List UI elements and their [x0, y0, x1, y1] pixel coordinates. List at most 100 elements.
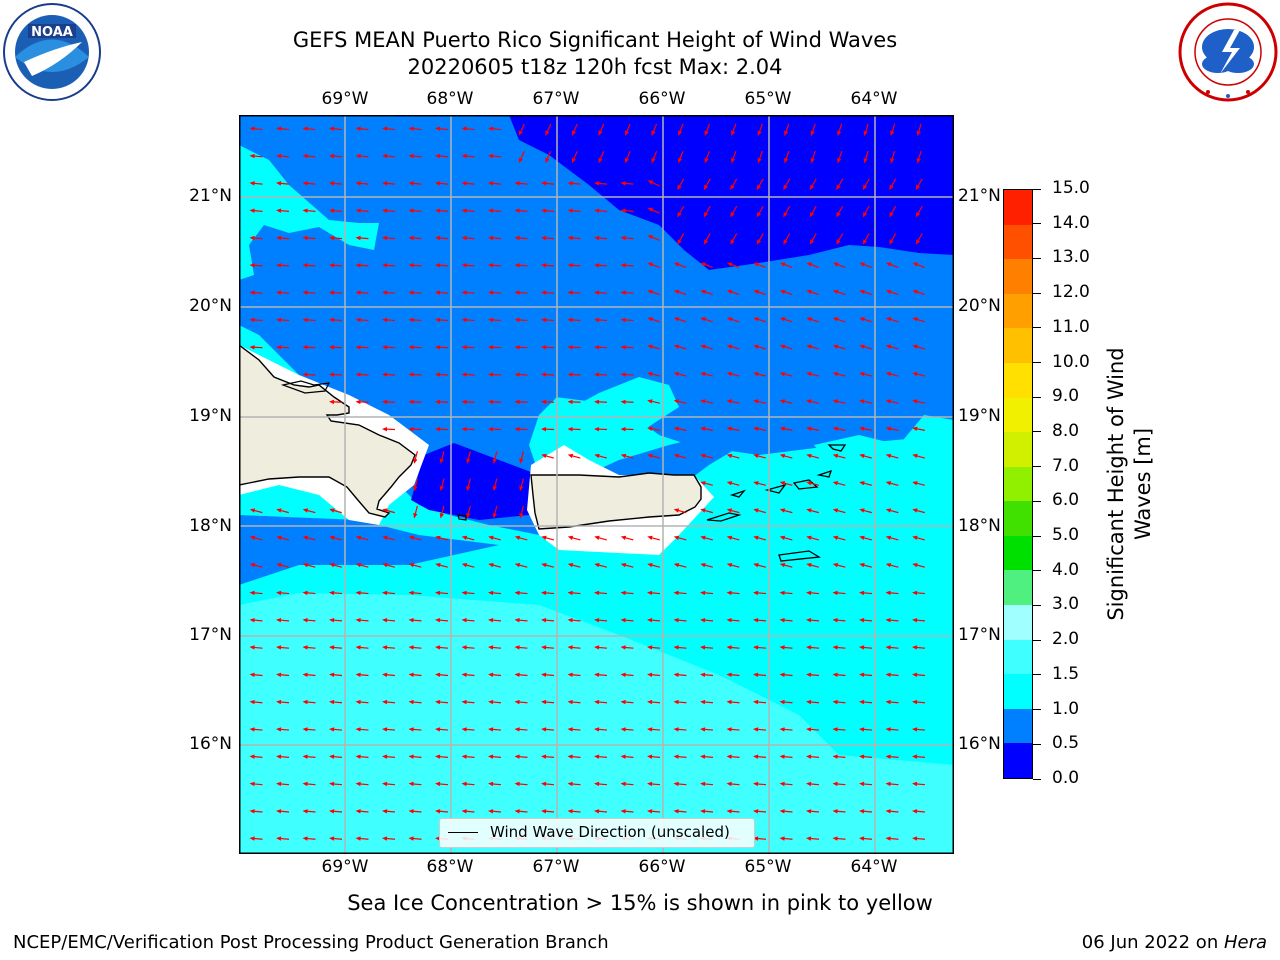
wave-direction-arrowhead: [567, 208, 573, 213]
wave-direction-arrowhead: [726, 590, 732, 596]
wave-direction-arrowhead: [276, 535, 282, 540]
wave-direction-arrowhead: [519, 485, 524, 492]
wave-direction-arrowhead: [541, 590, 547, 596]
wave-direction-arrowhead: [541, 399, 547, 405]
wave-direction-arrowhead: [912, 563, 918, 568]
lat-label-right: 21°N: [958, 186, 1001, 206]
map-title-line1: GEFS MEAN Puerto Rico Significant Height…: [292, 28, 898, 52]
colorbar-band: [1004, 500, 1032, 536]
wave-direction-arrowhead: [567, 427, 573, 432]
wave-direction-arrowhead: [435, 727, 441, 732]
wave-direction-arrowhead: [329, 699, 335, 705]
wave-direction-arrowhead: [912, 317, 918, 322]
wave-direction-arrowhead: [439, 485, 444, 492]
wave-direction-arrowhead: [859, 645, 865, 650]
wave-field-cyan: [239, 415, 954, 765]
wave-direction-arrowhead: [753, 617, 759, 623]
colorbar-band: [1004, 638, 1032, 675]
wave-direction-arrowhead: [726, 344, 733, 349]
wave-direction-arrowhead: [859, 453, 865, 459]
wave-direction-arrowhead: [757, 157, 762, 164]
wave-direction-arrowhead: [784, 130, 789, 137]
colorbar-tick-mark: [1033, 639, 1041, 641]
wave-direction-arrowhead: [514, 535, 521, 540]
wave-direction-arrowhead: [859, 836, 865, 841]
wave-direction-arrowhead: [567, 345, 573, 350]
colorbar-tick-mark: [1033, 466, 1041, 468]
wave-direction-arrowhead: [514, 645, 520, 650]
wave-direction-arrowhead: [514, 345, 520, 350]
wave-direction-arrowhead: [329, 317, 335, 323]
ice-note: Sea Ice Concentration > 15% is shown in …: [347, 891, 933, 915]
wave-direction-arrowhead: [355, 617, 361, 623]
wave-direction-arrowhead: [435, 836, 441, 841]
wave-direction-arrowhead: [435, 181, 441, 186]
lon-label-bottom: 67°W: [532, 857, 580, 877]
wave-direction-arrowhead: [832, 317, 839, 322]
colorbar-tick-mark: [1033, 257, 1041, 259]
wave-direction-arrowhead: [620, 208, 626, 213]
wave-direction-arrowhead: [753, 699, 759, 705]
colorbar-tick-label: 1.5: [1052, 663, 1080, 684]
wave-direction-arrowhead: [276, 754, 282, 759]
wave-direction-arrowhead: [492, 485, 497, 492]
wave-direction-arrowhead: [382, 427, 388, 432]
wave-direction-arrowhead: [488, 235, 494, 241]
lat-label-left: 20°N: [189, 296, 232, 316]
wave-direction-arrowhead: [408, 181, 414, 186]
wave-direction-arrowhead: [859, 809, 865, 814]
colorbar-tick-mark: [1033, 604, 1041, 606]
wave-direction-arrowhead: [832, 426, 838, 431]
wave-direction-arrowhead: [567, 235, 573, 241]
wave-direction-arrowhead: [620, 617, 626, 623]
wave-direction-arrowhead: [276, 563, 282, 568]
wave-direction-arrowhead: [647, 426, 653, 431]
wave-direction-arrowhead: [731, 157, 736, 164]
wave-direction-arrowhead: [249, 645, 255, 650]
wave-direction-arrowhead: [673, 563, 680, 568]
colorbar-tick-mark: [1033, 709, 1041, 711]
wave-direction-arrowhead: [859, 508, 865, 513]
wave-direction-arrowhead: [435, 345, 441, 350]
wave-direction-arrowhead: [461, 727, 467, 732]
wave-direction-arrowhead: [249, 126, 255, 131]
colorbar-tick-mark: [1033, 327, 1041, 329]
wave-direction-arrowhead: [518, 157, 523, 164]
wave-direction-arrowhead: [408, 699, 414, 705]
wave-direction-arrowhead: [249, 809, 255, 814]
wave-direction-arrowhead: [859, 617, 865, 623]
wave-direction-arrowhead: [408, 672, 414, 677]
wave-direction-arrowhead: [779, 645, 785, 650]
wave-direction-arrowhead: [541, 317, 547, 323]
colorbar-tick-mark: [1033, 223, 1041, 225]
wave-direction-arrowhead: [915, 239, 921, 245]
wave-direction-arrowhead: [302, 563, 309, 568]
wave-direction-arrowhead: [302, 508, 309, 513]
wave-direction-arrowhead: [541, 699, 547, 705]
wave-direction-arrowhead: [779, 563, 786, 568]
wave-direction-arrowhead: [885, 371, 892, 377]
wave-direction-arrowhead: [435, 672, 441, 677]
wave-direction-arrowhead: [567, 727, 573, 732]
wave-direction-arrowhead: [435, 126, 441, 131]
wave-direction-arrowhead: [673, 262, 680, 267]
wave-direction-arrowhead: [753, 781, 759, 787]
wave-direction-arrowhead: [836, 184, 841, 191]
map-frame: [239, 115, 954, 854]
wave-direction-arrowhead: [678, 130, 683, 136]
wave-direction-arrowhead: [836, 239, 841, 245]
wave-direction-arrowhead: [726, 371, 733, 377]
wave-direction-arrowhead: [435, 563, 441, 568]
wave-direction-arrowhead: [859, 289, 865, 295]
wave-direction-arrowhead: [435, 590, 441, 596]
colorbar-tick-mark: [1033, 778, 1041, 780]
colorbar-band: [1004, 327, 1032, 363]
wave-direction-arrowhead: [541, 672, 547, 677]
wave-direction-arrowhead: [413, 513, 418, 519]
wave-direction-arrowhead: [466, 513, 471, 519]
wave-direction-arrowhead: [620, 809, 626, 814]
colorbar-tick-label: 12.0: [1052, 282, 1090, 303]
colorbar-tick-label: 6.0: [1052, 490, 1080, 511]
wave-direction-arrowhead: [598, 130, 603, 136]
wave-direction-arrowhead: [488, 727, 494, 732]
